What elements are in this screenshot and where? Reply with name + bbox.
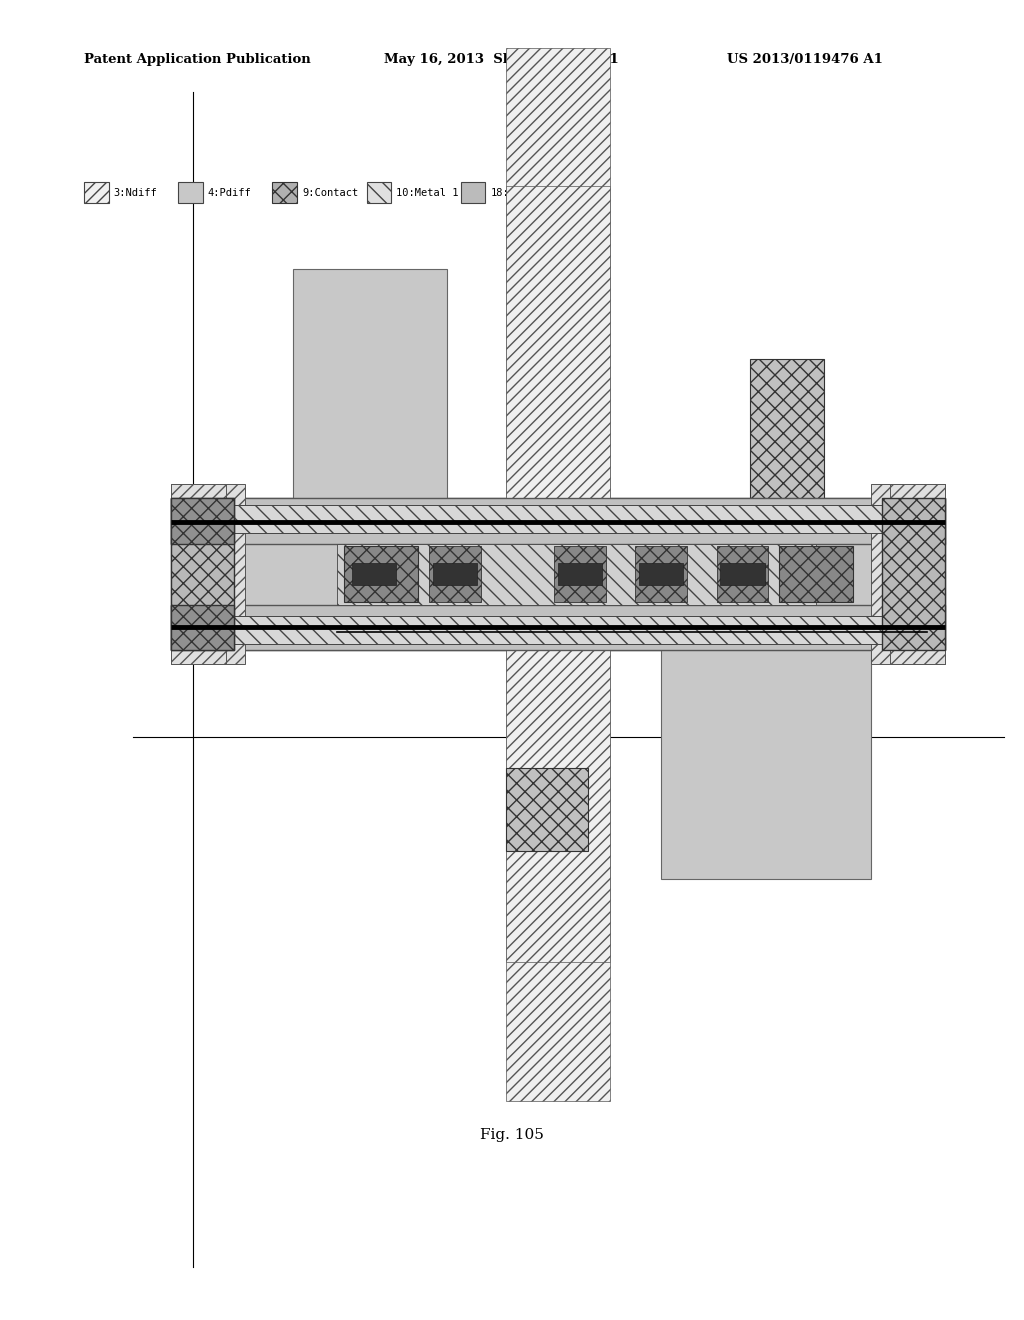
Bar bbox=[890, 636, 945, 664]
Bar bbox=[750, 359, 823, 498]
Bar bbox=[171, 498, 945, 544]
Bar bbox=[272, 182, 297, 203]
Bar bbox=[84, 182, 109, 203]
Bar bbox=[717, 546, 768, 602]
Bar bbox=[171, 484, 226, 512]
Bar bbox=[554, 546, 606, 602]
Bar bbox=[507, 186, 609, 498]
Bar bbox=[171, 605, 233, 651]
Bar bbox=[351, 564, 396, 585]
Text: US 2013/0119476 A1: US 2013/0119476 A1 bbox=[727, 53, 883, 66]
Bar bbox=[507, 768, 588, 851]
Bar bbox=[433, 564, 477, 585]
Bar bbox=[871, 484, 945, 664]
Text: Patent Application Publication: Patent Application Publication bbox=[84, 53, 310, 66]
Bar bbox=[720, 564, 765, 585]
Bar bbox=[337, 544, 816, 605]
Text: Fig. 105: Fig. 105 bbox=[480, 1129, 544, 1142]
Bar bbox=[171, 498, 233, 544]
Text: May 16, 2013  Sheet 124 of 211: May 16, 2013 Sheet 124 of 211 bbox=[384, 53, 618, 66]
Text: 18:Gate: 18:Gate bbox=[490, 187, 535, 198]
Text: 9:Contact: 9:Contact bbox=[302, 187, 358, 198]
Bar bbox=[662, 651, 871, 879]
Bar bbox=[558, 564, 602, 585]
Bar bbox=[344, 546, 418, 602]
Bar bbox=[171, 484, 245, 664]
Bar bbox=[189, 506, 927, 533]
Bar bbox=[171, 636, 226, 664]
Text: 10:Metal 1: 10:Metal 1 bbox=[396, 187, 459, 198]
Bar bbox=[171, 498, 945, 651]
Text: 4:Pdiff: 4:Pdiff bbox=[208, 187, 252, 198]
Bar bbox=[779, 546, 853, 602]
Bar bbox=[636, 546, 687, 602]
Bar bbox=[171, 498, 233, 651]
Bar bbox=[171, 605, 945, 651]
Bar bbox=[429, 546, 480, 602]
Bar bbox=[293, 269, 447, 498]
Bar bbox=[348, 546, 399, 602]
Text: 3:Ndiff: 3:Ndiff bbox=[114, 187, 158, 198]
Bar bbox=[507, 651, 609, 962]
Bar bbox=[367, 182, 391, 203]
Bar bbox=[883, 498, 945, 651]
Bar bbox=[189, 615, 927, 644]
Bar bbox=[178, 182, 203, 203]
Bar bbox=[461, 182, 485, 203]
Bar bbox=[507, 48, 609, 1101]
Bar bbox=[890, 484, 945, 512]
Bar bbox=[639, 564, 683, 585]
